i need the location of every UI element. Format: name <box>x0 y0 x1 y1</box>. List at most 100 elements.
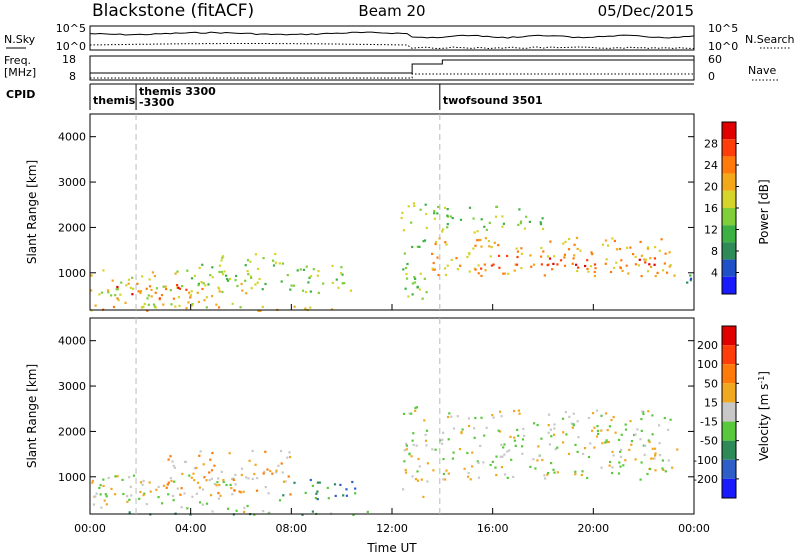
scatter-cell <box>617 438 621 441</box>
scatter-cell <box>483 225 486 228</box>
scatter-cell <box>661 467 664 470</box>
scatter-cell <box>422 240 425 243</box>
scatter-cell <box>513 269 516 272</box>
scatter-cell <box>215 484 218 487</box>
scatter-cell <box>415 444 418 447</box>
scatter-cell <box>502 222 505 225</box>
scatter-cell <box>229 483 232 486</box>
scatter-cell <box>667 428 670 431</box>
scatter-cell <box>176 270 179 273</box>
scatter-cell <box>99 484 102 487</box>
scatter-cell <box>468 424 471 428</box>
scatter-cell <box>436 212 439 215</box>
scatter-cell <box>199 450 202 453</box>
scatter-cell <box>208 471 211 474</box>
scatter-cell <box>639 478 642 481</box>
scatter-cell <box>519 220 523 223</box>
y-tick-label: 2000 <box>58 221 86 234</box>
scatter-cell <box>412 432 415 435</box>
cpid-label: CPID <box>6 88 35 101</box>
scatter-cell <box>548 413 551 416</box>
scatter-cell <box>402 268 405 271</box>
scatter-cell <box>210 469 214 472</box>
scatter-cell <box>494 215 498 218</box>
scatter-cell <box>199 501 202 504</box>
scatter-cell <box>107 476 110 479</box>
scatter-cell <box>673 274 676 277</box>
scatter-cell <box>197 284 200 287</box>
scatter-cell <box>411 282 414 285</box>
scatter-cell <box>577 436 580 439</box>
scatter-cell <box>484 269 487 272</box>
scatter-cell <box>281 262 285 265</box>
scatter-cell <box>239 491 243 494</box>
scatter-cell <box>661 459 664 462</box>
scatter-cell <box>506 476 509 479</box>
scatter-cell <box>593 270 596 274</box>
scatter-cell <box>651 433 654 436</box>
scatter-cell <box>523 227 526 230</box>
scatter-cell <box>625 264 628 267</box>
scatter-cell <box>289 493 292 496</box>
scatter-cell <box>275 471 278 474</box>
scatter-cell <box>607 244 610 247</box>
scatter-cell <box>310 275 313 278</box>
scatter-cell <box>643 453 646 456</box>
power-panel: 1000 2000 3000 4000 Slant Range [km] 28 24 20… <box>25 113 771 312</box>
scatter-cell <box>258 277 261 281</box>
scatter-cell <box>262 472 265 475</box>
scatter-cell <box>522 427 525 431</box>
colorbar-cell <box>722 421 736 441</box>
scatter-cell <box>590 251 593 254</box>
scatter-cell <box>129 286 132 289</box>
scatter-cell <box>208 479 211 482</box>
scatter-cell <box>235 509 238 512</box>
scatter-cell <box>146 297 149 300</box>
cpid-segment-label: twofsound 3501 <box>443 94 543 107</box>
scatter-cell <box>236 284 239 288</box>
scatter-cell <box>254 253 257 256</box>
scatter-cell <box>400 216 403 220</box>
scatter-cell <box>543 274 546 277</box>
scatter-cell <box>495 205 498 208</box>
scatter-cell <box>480 218 483 221</box>
scatter-cell <box>477 476 481 479</box>
scatter-cell <box>148 481 151 484</box>
scatter-cell <box>221 256 224 259</box>
scatter-cell <box>595 409 599 412</box>
freq-tick-high: 18 <box>62 53 76 66</box>
scatter-cell <box>261 305 264 308</box>
scatter-cell <box>499 430 502 433</box>
scatter-cell <box>490 264 493 267</box>
scatter-cell <box>292 284 296 287</box>
scatter-cell <box>467 471 470 475</box>
colorbar-tick-label: 15 <box>704 396 718 409</box>
scatter-cell <box>205 502 209 505</box>
scatter-cell <box>139 290 143 293</box>
scatter-cell <box>643 258 646 261</box>
scatter-cell <box>606 441 609 444</box>
scatter-cell <box>644 258 648 261</box>
scatter-cell <box>221 290 224 294</box>
scatter-cell <box>512 475 515 478</box>
scatter-cell <box>125 284 128 287</box>
scatter-cell <box>351 480 354 484</box>
scatter-cell <box>534 467 537 470</box>
scatter-cell <box>664 470 667 473</box>
scatter-cell <box>155 287 158 290</box>
scatter-cell <box>547 431 550 434</box>
scatter-cell <box>460 431 463 434</box>
scatter-cell <box>413 204 416 207</box>
scatter-cell <box>556 471 559 474</box>
scatter-cell <box>530 265 533 268</box>
scatter-cell <box>245 292 248 295</box>
scatter-cell <box>293 481 296 484</box>
scatter-cell <box>634 433 637 436</box>
scatter-cell <box>488 221 491 224</box>
scatter-cell <box>94 495 97 498</box>
scatter-cell <box>349 289 352 292</box>
scatter-cell <box>474 244 477 247</box>
scatter-cell <box>286 456 289 459</box>
scatter-cell <box>480 245 483 248</box>
scatter-cell <box>254 463 257 466</box>
